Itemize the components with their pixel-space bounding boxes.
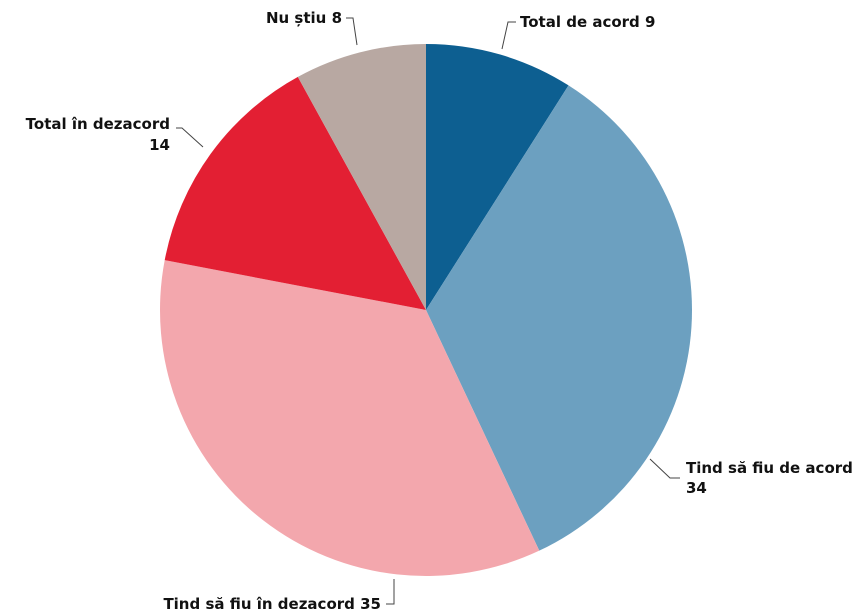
slice-label-nu-stiu-value: 8 xyxy=(332,9,342,27)
slice-label-tind-sa-fiu-in-dezacord: Tind să fiu în dezacord 35 xyxy=(163,595,381,613)
pie-slice-total-de-acord xyxy=(426,44,569,310)
slice-label-tind-sa-fiu-in-dezacord-name: Tind să fiu în dezacord xyxy=(163,595,354,613)
slice-label-total-de-acord-value: 9 xyxy=(645,13,655,31)
slice-label-nu-stiu: Nu știu 8 xyxy=(266,9,342,27)
leader-line-tind-sa-fiu-in-dezacord xyxy=(386,579,395,605)
pie-slice-nu-stiu xyxy=(297,44,426,310)
slice-value-tind-sa-fiu-de-acord: 34 xyxy=(686,479,707,497)
slice-labels: Total de acord 9 Tind să fiu de acord 34… xyxy=(26,9,853,613)
leader-line-nu-stiu xyxy=(346,17,358,46)
leader-line-total-de-acord xyxy=(501,21,516,50)
slice-label-total-in-dezacord-name: Total în dezacord xyxy=(26,115,170,133)
slice-label-tind-sa-fiu-in-dezacord-value: 35 xyxy=(360,595,381,613)
leader-line-total-in-dezacord xyxy=(176,127,204,148)
leader-line-tind-sa-fiu-de-acord xyxy=(649,458,680,479)
pie-slices xyxy=(159,44,692,576)
pie-slice-tind-sa-fiu-de-acord xyxy=(426,85,692,551)
pie-slice-total-in-dezacord xyxy=(164,76,426,311)
slice-label-nu-stiu-name: Nu știu xyxy=(266,9,326,27)
slice-label-tind-sa-fiu-de-acord-name: Tind să fiu de acord xyxy=(686,459,853,477)
slice-label-total-in-dezacord: Total în dezacord xyxy=(26,115,170,133)
pie-slice-tind-sa-fiu-in-dezacord xyxy=(159,260,540,576)
slice-label-total-de-acord-name: Total de acord xyxy=(520,13,640,31)
slice-label-tind-sa-fiu-de-acord: Tind să fiu de acord xyxy=(686,459,853,477)
slice-value-total-in-dezacord: 14 xyxy=(149,136,170,154)
slice-label-total-de-acord: Total de acord 9 xyxy=(520,13,655,31)
